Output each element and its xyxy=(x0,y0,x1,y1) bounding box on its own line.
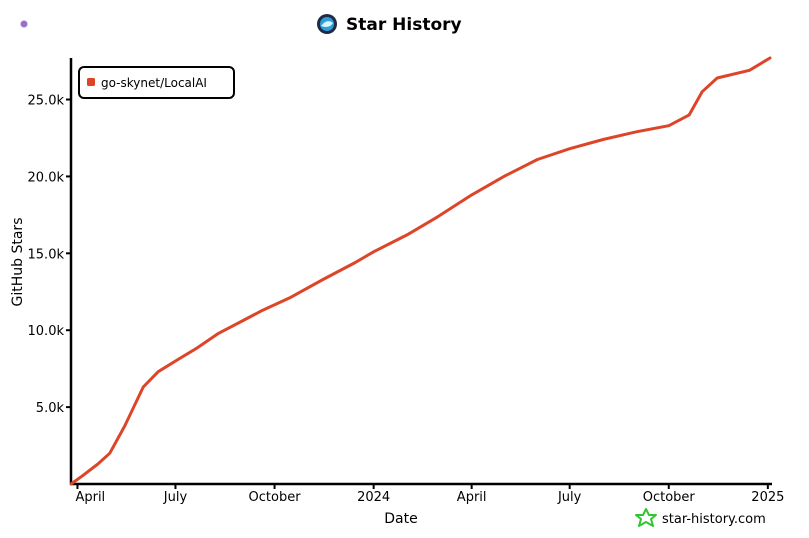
x-tick-label: 2025 xyxy=(751,490,784,505)
legend-box xyxy=(78,66,235,99)
watermark-text: star-history.com xyxy=(662,512,766,527)
x-tick-label: April xyxy=(457,490,487,505)
x-tick-group: April July October 2024 April July October 2025 xyxy=(75,484,784,505)
legend-label: go-skynet/LocalAI xyxy=(101,76,207,90)
legend-swatch xyxy=(87,78,95,86)
star-history-logo-icon xyxy=(317,14,337,34)
y-tick-label: 15.0k xyxy=(28,247,65,262)
x-tick-label: July xyxy=(557,490,582,505)
x-tick-label: July xyxy=(163,490,188,505)
x-tick-label: April xyxy=(75,490,105,505)
x-tick-label: October xyxy=(249,490,302,505)
green-star-icon xyxy=(635,508,657,527)
x-axis-label: Date xyxy=(384,511,417,527)
purple-dot-icon xyxy=(20,20,28,28)
y-tick-label: 25.0k xyxy=(28,94,65,109)
x-tick-label: 2024 xyxy=(357,490,390,505)
y-tick-label: 5.0k xyxy=(36,401,65,416)
y-axis-label: GitHub Stars xyxy=(10,218,26,307)
axes xyxy=(69,58,772,486)
y-tick-group: 5.0k 10.0k 15.0k 20.0k 25.0k xyxy=(28,94,71,416)
x-tick-label: October xyxy=(643,490,696,505)
y-tick-label: 20.0k xyxy=(28,170,65,185)
series-line-go-skynet-localai xyxy=(69,56,772,486)
y-tick-label: 10.0k xyxy=(28,324,65,339)
chart-title: Star History xyxy=(346,15,462,35)
legend: go-skynet/LocalAI xyxy=(78,66,235,99)
